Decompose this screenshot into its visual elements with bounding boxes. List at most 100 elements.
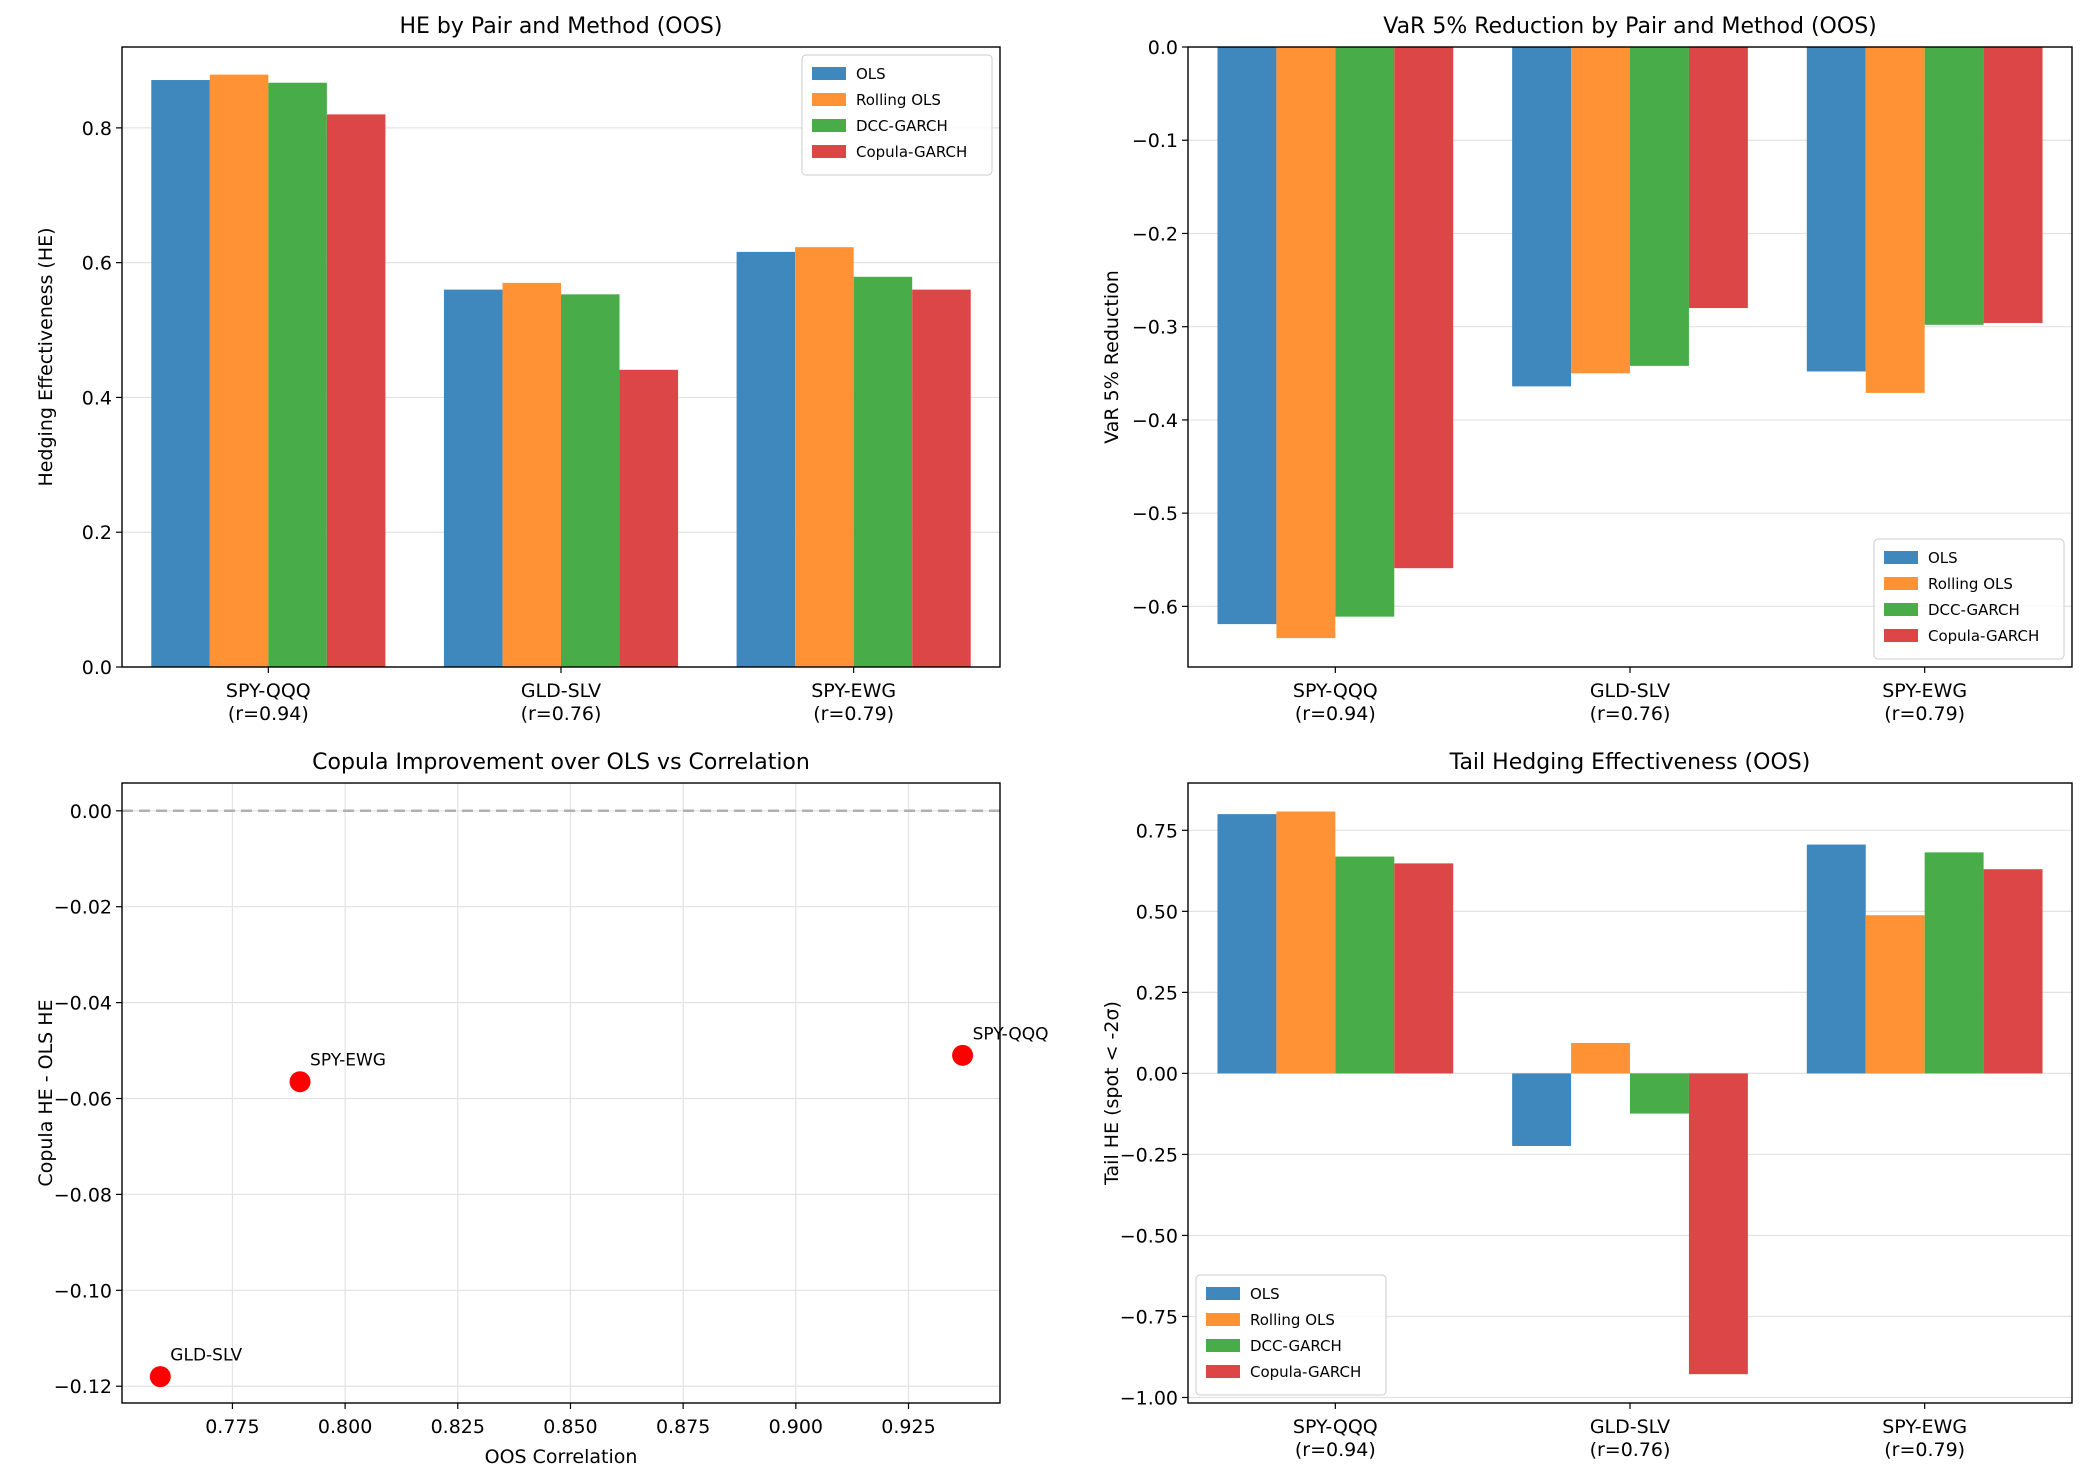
legend-label: OLS <box>1250 1285 1280 1303</box>
point-annotation: SPY-QQQ <box>973 1024 1049 1044</box>
x-tick-label: 0.875 <box>656 1416 710 1438</box>
x-tick-label: GLD-SLV (r=0.76) <box>521 680 602 725</box>
bar-rolling-ols <box>1865 47 1925 393</box>
chart-panel-3: 0.00 −0.02 −0.04 −0.06 −0.08 −0.10 −0.12 0.775 0… <box>35 750 1049 1468</box>
y-tick-label: −0.04 <box>54 993 112 1015</box>
bar-rolling-ols <box>1865 915 1925 1074</box>
y-tick-label: 0.00 <box>1136 1063 1178 1085</box>
y-tick-label: −0.08 <box>54 1184 112 1206</box>
y-tick-label: −0.50 <box>1120 1225 1178 1247</box>
y-axis-label: Tail HE (spot < -2σ) <box>1101 1001 1123 1186</box>
bar-ols <box>1806 47 1866 372</box>
x-tick-label: SPY-QQQ (r=0.94) <box>226 680 311 725</box>
plot-frame <box>121 782 1001 1404</box>
bar-dcc-garch <box>1630 47 1689 366</box>
scatter-point <box>289 1071 311 1093</box>
bar-rolling-ols <box>1571 1042 1630 1074</box>
bar-ols <box>151 80 210 668</box>
bar-ols <box>443 289 503 667</box>
bar-copula-garch <box>1394 863 1454 1074</box>
legend-swatch <box>1884 577 1918 590</box>
bar-ols <box>1512 47 1572 387</box>
bar-rolling-ols <box>795 247 854 668</box>
legend-label: Rolling OLS <box>856 91 941 109</box>
scatter-point <box>952 1044 974 1066</box>
bar-rolling-ols <box>1571 47 1630 374</box>
y-tick-label: 0.8 <box>82 118 112 140</box>
x-tick-label: 0.800 <box>318 1416 372 1438</box>
bar-rolling-ols <box>1276 811 1336 1074</box>
y-tick-label: 0.4 <box>82 387 112 409</box>
x-tick-label: SPY-EWG (r=0.79) <box>811 680 896 725</box>
x-tick-label: GLD-SLV (r=0.76) <box>1590 1416 1671 1461</box>
legend: OLS Rolling OLS DCC-GARCH Copula-GARCH <box>1873 538 2065 660</box>
legend-swatch <box>1206 1287 1240 1300</box>
legend-box <box>801 54 993 176</box>
bar-dcc-garch <box>1924 47 1984 325</box>
panel-title: Tail Hedging Effectiveness (OOS) <box>1449 750 1811 775</box>
x-tick-label-line: GLD-SLV <box>1590 1416 1670 1438</box>
plot-frame <box>1187 46 2073 668</box>
x-tick-label-line: (r=0.94) <box>1295 1439 1376 1461</box>
legend: OLS Rolling OLS DCC-GARCH Copula-GARCH <box>801 54 993 176</box>
legend-box <box>1873 538 2065 660</box>
y-tick-label: 0.00 <box>70 801 112 823</box>
x-tick-label: 0.775 <box>205 1416 259 1438</box>
bar-dcc-garch <box>1924 852 1984 1074</box>
x-tick-label: GLD-SLV (r=0.76) <box>1590 680 1671 725</box>
legend-label: DCC-GARCH <box>1250 1337 1342 1355</box>
x-tick-label: SPY-QQQ (r=0.94) <box>1293 1416 1378 1461</box>
y-tick-label: −0.4 <box>1132 410 1178 432</box>
legend-label: DCC-GARCH <box>1928 601 2020 619</box>
y-tick-label: −0.2 <box>1132 223 1178 245</box>
legend-swatch <box>812 67 846 80</box>
bar-dcc-garch <box>1335 47 1395 617</box>
x-tick-label-line: SPY-EWG <box>1882 1416 1967 1438</box>
bar-copula-garch <box>1983 47 2043 323</box>
bar-dcc-garch <box>268 82 327 667</box>
y-tick-label: −1.00 <box>1120 1387 1178 1409</box>
legend-swatch <box>1206 1365 1240 1378</box>
legend-label: OLS <box>1928 549 1958 567</box>
point-annotation: GLD-SLV <box>170 1346 242 1366</box>
x-axis-label: OOS Correlation <box>485 1446 638 1468</box>
y-axis-label: VaR 5% Reduction <box>1101 270 1123 444</box>
x-tick-label-line: SPY-EWG <box>1882 680 1967 702</box>
x-tick-label-line: (r=0.79) <box>813 703 894 725</box>
x-tick-label-line: SPY-QQQ <box>1293 680 1378 702</box>
legend: OLS Rolling OLS DCC-GARCH Copula-GARCH <box>1195 1274 1387 1396</box>
point-annotation: SPY-EWG <box>310 1051 386 1071</box>
panel-title: VaR 5% Reduction by Pair and Method (OOS… <box>1383 14 1877 39</box>
x-tick-label-line: GLD-SLV <box>521 680 601 702</box>
legend-swatch <box>1884 551 1918 564</box>
legend-swatch <box>1206 1339 1240 1352</box>
bar-dcc-garch <box>1335 856 1395 1074</box>
bar-copula-garch <box>1983 869 2043 1074</box>
y-tick-label: −0.75 <box>1120 1306 1178 1328</box>
legend-box <box>1195 1274 1387 1396</box>
bar-dcc-garch <box>561 294 620 667</box>
x-tick-label: SPY-EWG (r=0.79) <box>1882 1416 1967 1461</box>
x-tick-label-line: (r=0.94) <box>228 703 309 725</box>
bar-copula-garch <box>1394 47 1454 569</box>
legend-label: DCC-GARCH <box>856 117 948 135</box>
y-tick-label: −0.12 <box>54 1376 112 1398</box>
y-tick-label: −0.5 <box>1132 503 1178 525</box>
y-tick-label: 0.2 <box>82 522 112 544</box>
x-tick-label: SPY-QQQ (r=0.94) <box>1293 680 1378 725</box>
x-tick-label-line: (r=0.76) <box>1590 703 1671 725</box>
bar-rolling-ols <box>1276 47 1336 639</box>
bar-dcc-garch <box>853 276 913 667</box>
panel-title: Copula Improvement over OLS vs Correlati… <box>312 750 810 775</box>
y-tick-label: −0.6 <box>1132 596 1178 618</box>
x-tick-label-line: (r=0.94) <box>1295 703 1376 725</box>
chart-panel-2: 0.0 −0.1 −0.2 −0.3 −0.4 −0.5 −0.6 SPY-QQQ (r=0.9… <box>1101 14 2073 725</box>
bar-ols <box>736 251 796 667</box>
plot-frame <box>121 46 1001 668</box>
y-axis-label: Hedging Effectiveness (HE) <box>35 227 57 486</box>
y-tick-label: −0.02 <box>54 897 112 919</box>
x-tick-label: 0.925 <box>881 1416 935 1438</box>
y-tick-label: 0.0 <box>82 657 112 679</box>
y-tick-label: −0.06 <box>54 1089 112 1111</box>
